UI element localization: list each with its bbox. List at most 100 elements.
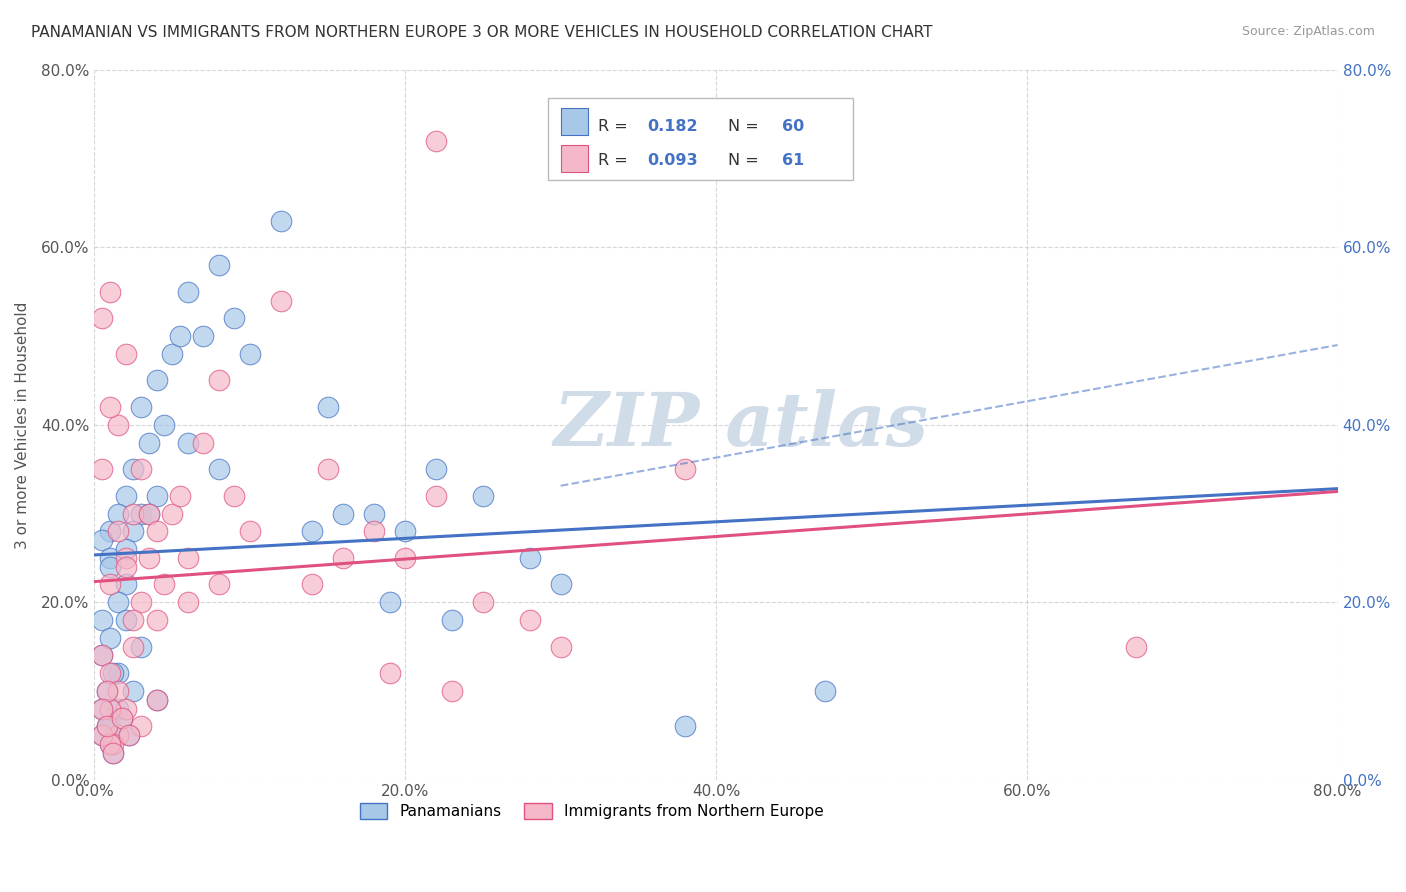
Point: [91, 701, 114, 715]
Point: [96, 684, 118, 698]
Point: [114, 577, 136, 591]
Point: [91, 728, 114, 742]
Point: [673, 719, 696, 733]
Point: [98, 559, 121, 574]
Text: N =: N =: [728, 153, 765, 168]
Point: [316, 462, 339, 476]
Text: PANAMANIAN VS IMMIGRANTS FROM NORTHERN EUROPE 3 OR MORE VEHICLES IN HOUSEHOLD CO: PANAMANIAN VS IMMIGRANTS FROM NORTHERN E…: [31, 25, 932, 40]
Point: [145, 613, 167, 627]
Point: [519, 550, 541, 565]
Point: [122, 640, 145, 654]
Point: [114, 559, 136, 574]
Point: [107, 728, 129, 742]
Point: [208, 577, 231, 591]
Point: [91, 648, 114, 663]
Text: 0.182: 0.182: [648, 119, 699, 134]
Point: [440, 613, 463, 627]
Point: [107, 666, 129, 681]
Point: [145, 693, 167, 707]
Point: [425, 134, 447, 148]
Point: [122, 507, 145, 521]
Point: [129, 595, 152, 609]
Point: [472, 595, 495, 609]
Point: [98, 285, 121, 299]
Point: [98, 719, 121, 733]
Point: [519, 613, 541, 627]
Point: [107, 524, 129, 539]
Point: [301, 524, 323, 539]
Point: [118, 728, 141, 742]
Point: [98, 737, 121, 751]
Point: [114, 701, 136, 715]
Point: [91, 648, 114, 663]
Text: R =: R =: [598, 153, 633, 168]
Point: [169, 329, 191, 343]
Point: [129, 400, 152, 414]
Point: [270, 214, 292, 228]
Point: [208, 258, 231, 272]
Point: [138, 550, 160, 565]
Point: [177, 595, 200, 609]
Point: [332, 507, 354, 521]
Text: Source: ZipAtlas.com: Source: ZipAtlas.com: [1241, 25, 1375, 38]
Point: [425, 462, 447, 476]
Point: [363, 524, 385, 539]
Point: [208, 374, 231, 388]
Point: [208, 462, 231, 476]
Point: [114, 541, 136, 556]
Point: [98, 737, 121, 751]
Point: [122, 524, 145, 539]
Point: [98, 550, 121, 565]
Point: [101, 746, 124, 760]
Point: [111, 710, 134, 724]
Point: [394, 550, 416, 565]
Bar: [548, 98, 853, 180]
Point: [550, 577, 572, 591]
Point: [239, 347, 262, 361]
Point: [91, 613, 114, 627]
Point: [363, 507, 385, 521]
Point: [316, 400, 339, 414]
Point: [550, 640, 572, 654]
Point: [129, 462, 152, 476]
Point: [193, 435, 215, 450]
Point: [114, 489, 136, 503]
Point: [91, 533, 114, 548]
Point: [160, 347, 183, 361]
Point: [107, 684, 129, 698]
Point: [138, 507, 160, 521]
Point: [129, 640, 152, 654]
Point: [224, 489, 246, 503]
Point: [91, 701, 114, 715]
Point: [138, 435, 160, 450]
Point: [193, 329, 215, 343]
Text: R =: R =: [598, 119, 633, 134]
Point: [145, 374, 167, 388]
Text: 60: 60: [782, 119, 804, 134]
Point: [122, 462, 145, 476]
Point: [378, 666, 401, 681]
Point: [91, 311, 114, 326]
Text: 0.093: 0.093: [648, 153, 699, 168]
Point: [145, 693, 167, 707]
Point: [96, 684, 118, 698]
Point: [169, 489, 191, 503]
Point: [101, 746, 124, 760]
Point: [114, 550, 136, 565]
Point: [814, 684, 837, 698]
Point: [118, 728, 141, 742]
Bar: [561, 108, 588, 136]
Point: [153, 577, 176, 591]
Point: [114, 347, 136, 361]
Point: [122, 684, 145, 698]
Point: [145, 524, 167, 539]
Point: [177, 285, 200, 299]
Point: [270, 293, 292, 308]
Point: [153, 417, 176, 432]
Point: [101, 737, 124, 751]
Point: [425, 489, 447, 503]
Legend: Panamanians, Immigrants from Northern Europe: Panamanians, Immigrants from Northern Eu…: [353, 797, 830, 825]
Point: [111, 710, 134, 724]
Point: [1125, 640, 1147, 654]
Point: [96, 719, 118, 733]
